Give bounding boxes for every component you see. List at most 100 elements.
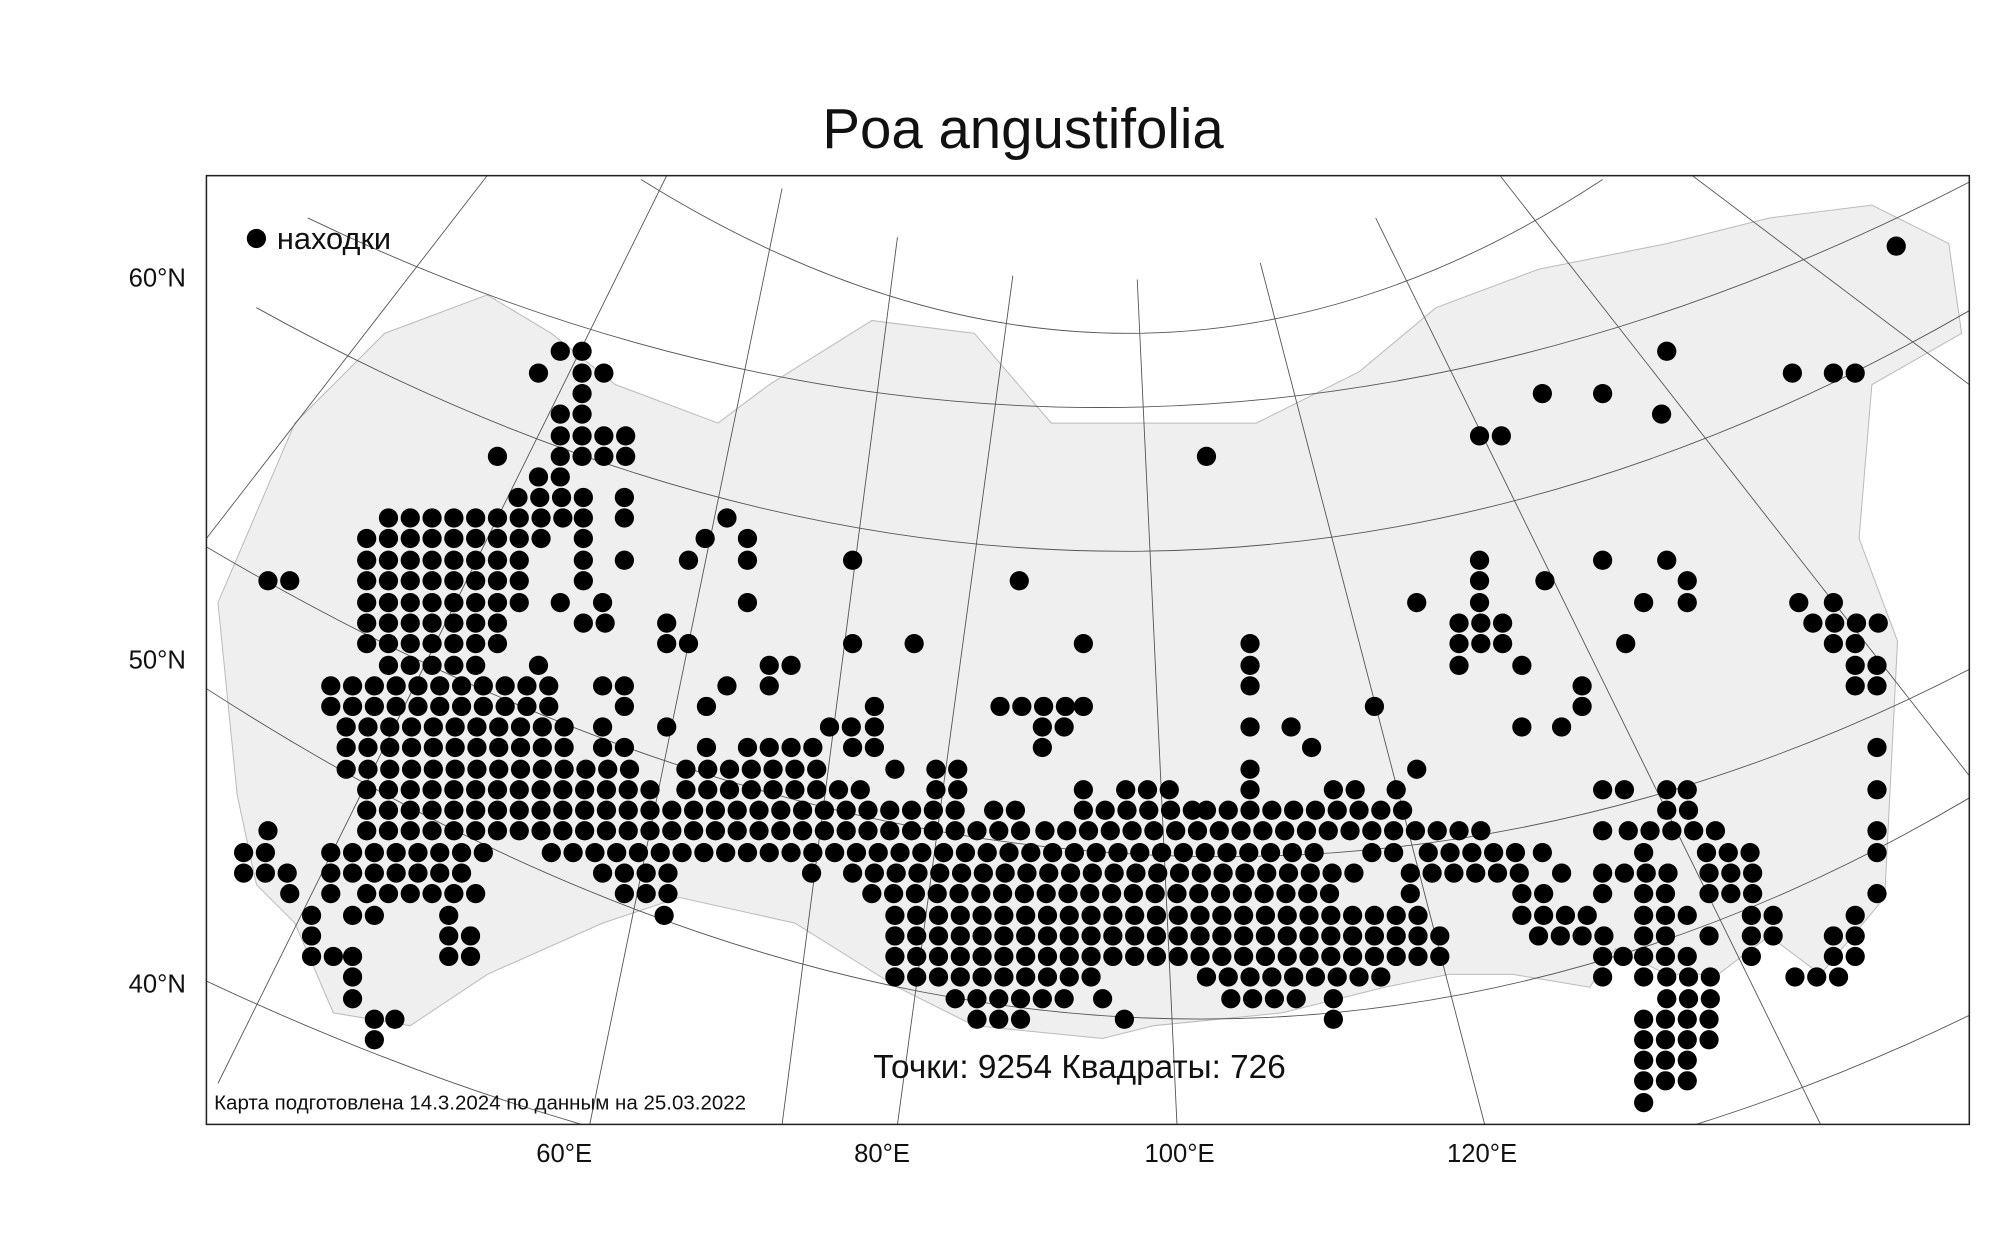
occurrence-dot — [1867, 821, 1887, 841]
occurrence-dot — [1016, 905, 1036, 926]
occurrence-dot — [885, 759, 905, 779]
occurrence-dot — [400, 613, 420, 633]
occurrence-dot — [1264, 989, 1285, 1009]
occurrence-dot — [531, 780, 551, 800]
occurrence-dot — [880, 800, 900, 820]
occurrence-dot — [342, 676, 363, 696]
occurrence-dot — [1743, 863, 1763, 883]
occurrence-dot — [836, 821, 856, 841]
occurrence-dot — [949, 884, 969, 904]
occurrence-dot — [1462, 842, 1482, 863]
occurrence-dot — [1718, 842, 1738, 863]
occurrence-dot — [342, 946, 363, 967]
occurrence-dot — [678, 550, 699, 570]
occurrence-dot — [1699, 1030, 1719, 1050]
occurrence-dot — [614, 696, 634, 717]
occurrence-dot — [1255, 946, 1276, 967]
occurrence-dot — [573, 487, 593, 508]
occurrence-dot — [445, 737, 465, 758]
occurrence-dot — [336, 737, 356, 758]
occurrence-dot — [828, 780, 849, 800]
occurrence-dot — [907, 967, 927, 987]
occurrence-dot — [439, 926, 459, 946]
occurrence-dot — [984, 800, 1004, 820]
occurrence-dot — [1493, 613, 1513, 633]
occurrence-dot — [1321, 905, 1341, 926]
occurrence-dot — [1684, 821, 1704, 841]
occurrence-dot — [1144, 821, 1164, 841]
occurrence-dot — [592, 717, 613, 737]
occurrence-dot — [842, 737, 863, 758]
occurrence-dot — [364, 676, 384, 696]
occurrence-dot — [1572, 696, 1592, 717]
occurrence-dot — [1277, 926, 1297, 946]
occurrence-dot — [994, 905, 1014, 926]
occurrence-dot — [1190, 926, 1210, 946]
occurrence-dot — [487, 508, 508, 528]
occurrence-dot — [1300, 863, 1320, 883]
occurrence-dot — [676, 759, 696, 779]
occurrence-dot — [662, 800, 682, 820]
occurrence-dot — [378, 655, 399, 676]
occurrence-dot — [422, 508, 442, 528]
occurrence-dot — [1281, 717, 1301, 737]
occurrence-dot — [792, 800, 813, 820]
occurrence-dot — [955, 842, 976, 863]
occurrence-dot — [907, 905, 927, 926]
occurrence-dot — [749, 821, 769, 841]
occurrence-dot — [1655, 946, 1676, 967]
occurrence-dot — [616, 426, 636, 446]
occurrence-dot — [1651, 404, 1672, 424]
occurrence-dot — [836, 800, 856, 820]
occurrence-dot — [636, 863, 656, 883]
occurrence-dot — [1032, 989, 1052, 1009]
basemap — [206, 175, 1970, 1125]
occurrence-dot — [1534, 884, 1554, 904]
occurrence-dot — [1327, 967, 1347, 987]
occurrence-dot — [1593, 550, 1613, 570]
occurrence-dot — [489, 759, 509, 779]
occurrence-dot — [510, 759, 531, 779]
occurrence-dot — [1218, 800, 1238, 820]
occurrence-dot — [594, 363, 614, 383]
occurrence-dot — [1384, 821, 1404, 841]
occurrence-dot — [1471, 821, 1491, 841]
occurrence-dot — [487, 550, 508, 570]
occurrence-dot — [928, 967, 949, 987]
occurrence-dot — [357, 613, 377, 633]
occurrence-dot — [509, 571, 529, 591]
occurrence-dot — [1469, 592, 1490, 613]
occurrence-dot — [1823, 363, 1844, 383]
occurrence-dot — [1845, 633, 1865, 654]
occurrence-dot — [594, 426, 614, 446]
occurrence-dot — [1255, 926, 1276, 946]
occurrence-dot — [657, 613, 677, 633]
occurrence-dot — [607, 842, 627, 863]
occurrence-dot — [904, 633, 924, 654]
occurrence-dot — [1371, 800, 1391, 820]
occurrence-dot — [1593, 821, 1613, 841]
occurrence-dot — [1322, 863, 1342, 883]
occurrence-dot — [1384, 842, 1404, 863]
occurrence-dot — [717, 676, 737, 696]
occurrence-dot — [378, 592, 399, 613]
occurrence-dot — [1059, 905, 1079, 926]
occurrence-dot — [1078, 821, 1099, 841]
occurrence-dot — [1009, 571, 1029, 591]
occurrence-dot — [460, 946, 481, 967]
occurrence-dot — [423, 737, 443, 758]
occurrence-dot — [695, 528, 715, 549]
occurrence-dot — [357, 528, 377, 549]
occurrence-dot — [364, 863, 384, 883]
occurrence-dot — [658, 884, 678, 904]
occurrence-dot — [1867, 842, 1887, 863]
occurrence-dot — [972, 946, 992, 967]
occurrence-dot — [1010, 821, 1031, 841]
occurrence-dot — [1845, 676, 1865, 696]
occurrence-dot — [1634, 1009, 1654, 1029]
occurrence-dot — [972, 926, 992, 946]
occurrence-dot — [1509, 863, 1529, 883]
occurrence-dot — [1145, 884, 1165, 904]
occurrence-dot — [1400, 884, 1420, 904]
occurrence-dot — [532, 759, 552, 779]
